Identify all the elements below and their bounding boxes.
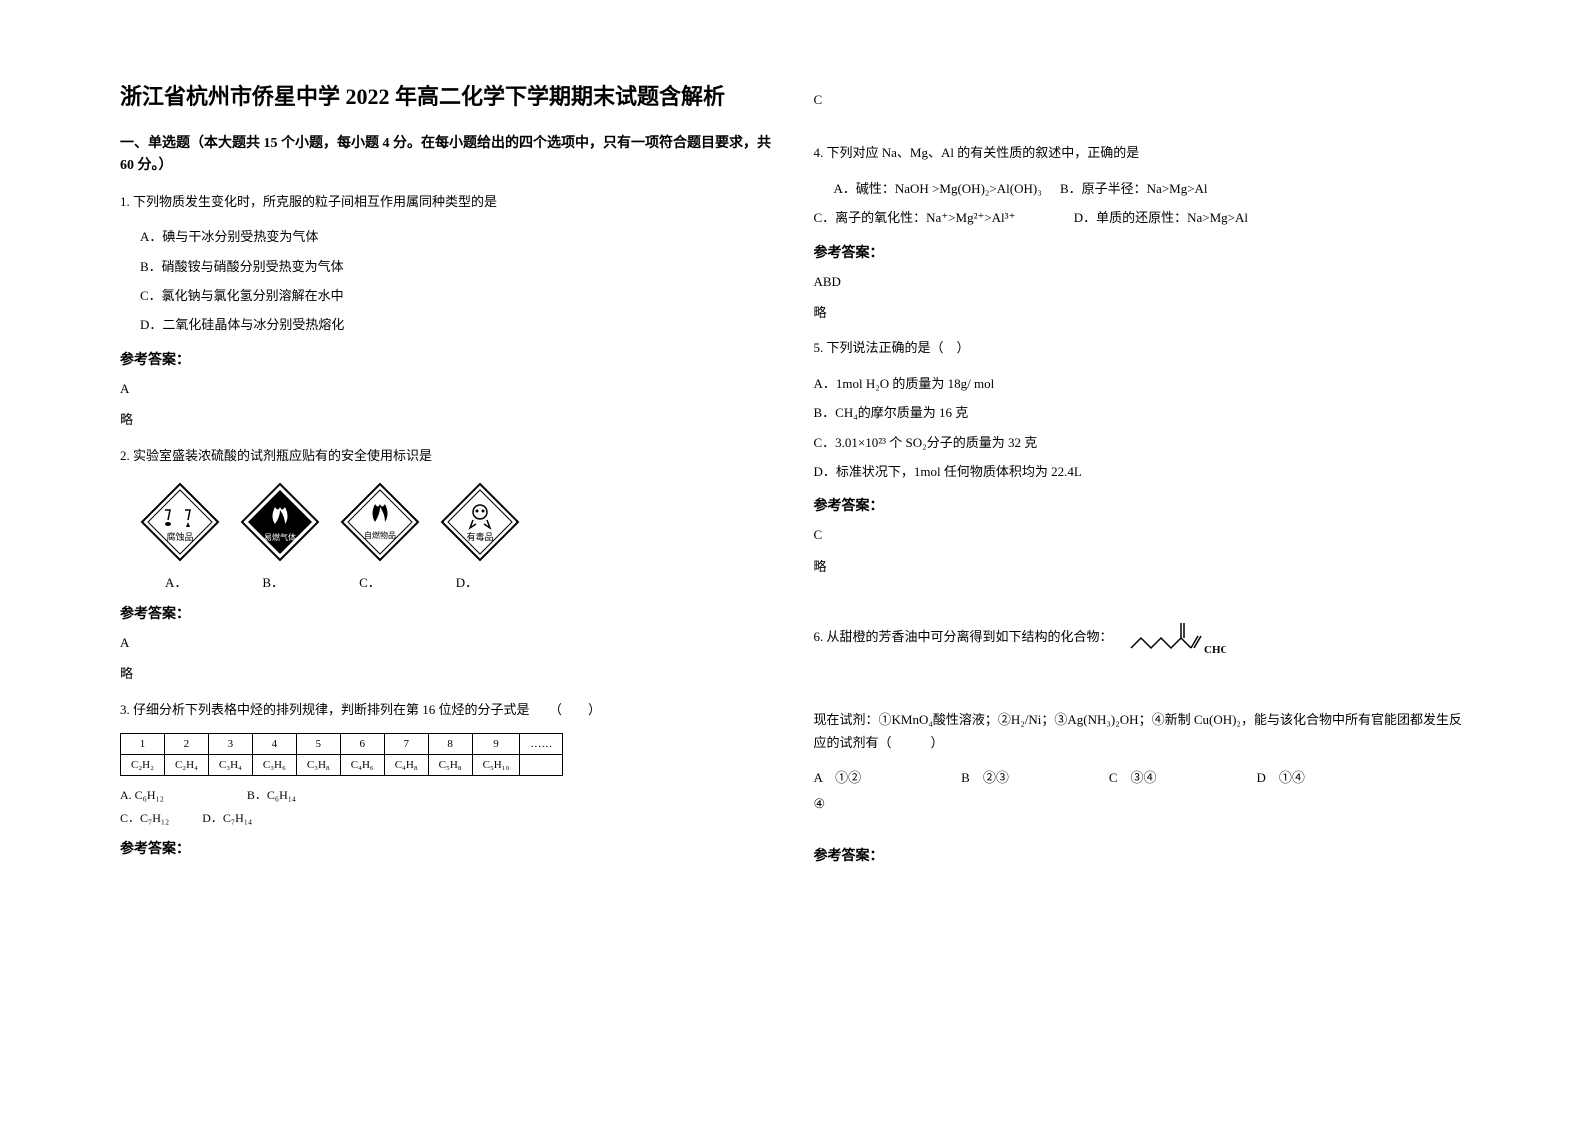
- spontaneous-combustion-icon: 自燃物品: [340, 482, 420, 562]
- table-header: 8: [428, 734, 472, 755]
- corrosive-icon: 腐蚀品: [140, 482, 220, 562]
- question-1: 1. 下列物质发生变化时，所克服的粒子间相互作用属同种类型的是: [120, 190, 774, 213]
- svg-text:腐蚀品: 腐蚀品: [166, 531, 193, 542]
- hazard-symbols-row: 腐蚀品 易燃气体 自燃物品: [140, 482, 774, 562]
- svg-text:CHO: CHO: [1204, 644, 1226, 656]
- question-5: 5. 下列说法正确的是（ ）: [814, 336, 1468, 359]
- exam-title: 浙江省杭州市侨星中学 2022 年高二化学下学期期末试题含解析: [120, 80, 774, 113]
- hazard-d: 有毒品: [440, 482, 520, 562]
- right-column: C 4. 下列对应 Na、Mg、Al 的有关性质的叙述中，正确的是 A．碱性：N…: [794, 80, 1488, 1082]
- question-6: 6. 从甜橙的芳香油中可分离得到如下结构的化合物： CHO: [814, 608, 1468, 668]
- table-cell: C₂H₂: [121, 755, 165, 776]
- q2-answer: A: [120, 631, 774, 654]
- q2-opt-c: C．: [359, 572, 381, 591]
- section-1-header: 一、单选题（本大题共 15 个小题，每小题 4 分。在每小题给出的四个选项中，只…: [120, 133, 774, 178]
- q2-opt-a: A．: [165, 572, 187, 591]
- table-cell: C₅H₁₀: [472, 755, 520, 776]
- table-header: 4: [252, 734, 296, 755]
- q6-opt-d: D ①④: [1257, 767, 1305, 786]
- q1-option-d: D．二氧化硅晶体与冰分别受热熔化: [140, 313, 774, 336]
- q1-option-b: B．硝酸铵与硝酸分别受热变为气体: [140, 255, 774, 278]
- table-header: 5: [296, 734, 340, 755]
- q6-reagents: 现在试剂：①KMnO₄酸性溶液；②H₂/Ni；③Ag(NH₃)₂OH；④新制 C…: [814, 708, 1468, 755]
- table-header: 2: [164, 734, 208, 755]
- q6-options: A ①② B ②③ C ③④ D ①④: [814, 767, 1468, 786]
- q5-opt-b: B．CH₄的摩尔质量为 16 克: [814, 401, 1468, 424]
- hazard-b: 易燃气体: [240, 482, 320, 562]
- answer-label-1: 参考答案：: [120, 349, 774, 369]
- question-3: 3. 仔细分析下列表格中烃的排列规律，判断排列在第 16 位烃的分子式是 （ ）: [120, 698, 774, 721]
- q4-brief: 略: [814, 301, 1468, 324]
- answer-label-3: 参考答案：: [120, 838, 774, 858]
- left-column: 浙江省杭州市侨星中学 2022 年高二化学下学期期末试题含解析 一、单选题（本大…: [100, 80, 794, 1082]
- table-header: 9: [472, 734, 520, 755]
- table-header: 7: [384, 734, 428, 755]
- molecule-structure-icon: CHO: [1126, 608, 1226, 668]
- q4-answer: ABD: [814, 270, 1468, 293]
- table-cell: C₄H₆: [340, 755, 384, 776]
- q1-option-c: C．氯化钠与氯化氢分别溶解在水中: [140, 284, 774, 307]
- q1-option-a: A．碘与干冰分别受热变为气体: [140, 225, 774, 248]
- q5-brief: 略: [814, 555, 1468, 578]
- q6-text: 6. 从甜橙的芳香油中可分离得到如下结构的化合物：: [814, 629, 1113, 644]
- table-header: 1: [121, 734, 165, 755]
- table-header-row: 1 2 3 4 5 6 7 8 9 ……: [121, 734, 563, 755]
- q6-opt-b: B ②③: [961, 767, 1009, 786]
- table-cell: C₃H₈: [296, 755, 340, 776]
- answer-label-5: 参考答案：: [814, 495, 1468, 515]
- svg-text:自燃物品: 自燃物品: [364, 530, 396, 540]
- q5-answer: C: [814, 523, 1468, 546]
- answer-label-2: 参考答案：: [120, 603, 774, 623]
- q4-options-ab: A．碱性：NaOH >Mg(OH)₂>Al(OH)₃ B．原子半径：Na>Mg>…: [834, 177, 1468, 200]
- q2-opt-b: B．: [262, 572, 284, 591]
- question-4: 4. 下列对应 Na、Mg、Al 的有关性质的叙述中，正确的是: [814, 141, 1468, 164]
- hydrocarbon-table: 1 2 3 4 5 6 7 8 9 …… C₂H₂ C₂H₄ C₃H₄ C₃H₆…: [120, 733, 563, 776]
- q5-opt-a: A．1mol H₂O 的质量为 18g/ mol: [814, 372, 1468, 395]
- table-cell: C₄H₈: [384, 755, 428, 776]
- q1-brief: 略: [120, 408, 774, 431]
- table-header: ……: [520, 734, 563, 755]
- answer-label-4: 参考答案：: [814, 242, 1468, 262]
- table-cell: C₅H₈: [428, 755, 472, 776]
- q3-options-row2: C．C₇H₁₂ D．C₇H₁₄: [120, 809, 774, 826]
- q3-opt-b: B．C₆H₁₄: [247, 788, 296, 802]
- q2-brief: 略: [120, 662, 774, 685]
- q3-opt-a: A. C₆H₁₂: [120, 788, 164, 802]
- q4-opt-d: D．单质的还原性：Na>Mg>Al: [1074, 210, 1248, 225]
- q5-opt-d: D．标准状况下，1mol 任何物质体积均为 22.4L: [814, 460, 1468, 483]
- table-header: 6: [340, 734, 384, 755]
- svg-text:有毒品: 有毒品: [466, 531, 493, 542]
- q4-opt-c: C．离子的氧化性：Na⁺>Mg²⁺>Al³⁺: [814, 210, 1016, 225]
- q1-answer: A: [120, 377, 774, 400]
- hazard-a: 腐蚀品: [140, 482, 220, 562]
- q3-opt-c: C．C₇H₁₂: [120, 811, 169, 825]
- svg-text:易燃气体: 易燃气体: [264, 532, 296, 542]
- hazard-c: 自燃物品: [340, 482, 420, 562]
- table-cell: C₂H₄: [164, 755, 208, 776]
- question-2: 2. 实验室盛装浓硫酸的试剂瓶应贴有的安全使用标识是: [120, 444, 774, 467]
- q2-option-labels: A． B． C． D．: [165, 572, 774, 591]
- q3-answer: C: [814, 88, 1468, 111]
- q5-opt-c: C．3.01×10²³ 个 SO₂分子的质量为 32 克: [814, 431, 1468, 454]
- flammable-gas-icon: 易燃气体: [240, 482, 320, 562]
- q2-opt-d: D．: [456, 572, 478, 591]
- table-cell: C₃H₆: [252, 755, 296, 776]
- table-cell: C₃H₄: [208, 755, 252, 776]
- q3-options-row1: A. C₆H₁₂ B．C₆H₁₄: [120, 786, 774, 803]
- q6-opt-d2: ④: [814, 792, 1468, 815]
- q6-opt-c: C ③④: [1109, 767, 1157, 786]
- table-header: 3: [208, 734, 252, 755]
- table-data-row: C₂H₂ C₂H₄ C₃H₄ C₃H₆ C₃H₈ C₄H₆ C₄H₈ C₅H₈ …: [121, 755, 563, 776]
- q3-opt-d: D．C₇H₁₄: [202, 811, 252, 825]
- q6-opt-a: A ①②: [814, 767, 862, 786]
- toxic-icon: 有毒品: [440, 482, 520, 562]
- q4-opt-b: B．原子半径：Na>Mg>Al: [1060, 181, 1208, 196]
- q4-opt-a: A．碱性：NaOH >Mg(OH)₂>Al(OH)₃: [834, 181, 1042, 196]
- answer-label-6: 参考答案：: [814, 845, 1468, 865]
- table-cell: [520, 755, 563, 776]
- q4-options-cd: C．离子的氧化性：Na⁺>Mg²⁺>Al³⁺ D．单质的还原性：Na>Mg>Al: [814, 206, 1468, 229]
